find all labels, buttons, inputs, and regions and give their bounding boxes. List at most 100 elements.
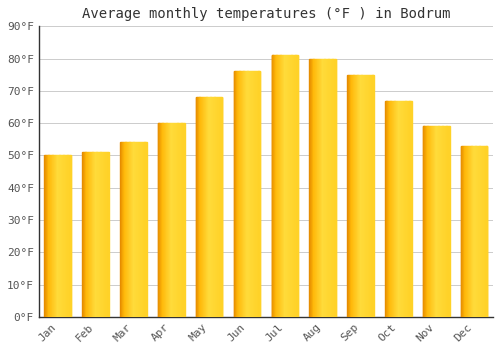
Bar [180, 123, 181, 317]
Bar [476, 146, 477, 317]
Bar [242, 71, 243, 317]
Bar [334, 58, 335, 317]
Bar [138, 142, 139, 317]
Bar [258, 71, 259, 317]
Bar [68, 155, 69, 317]
Bar [65, 155, 66, 317]
Bar [249, 71, 250, 317]
Bar [437, 126, 438, 317]
Bar [481, 146, 482, 317]
Bar [252, 71, 254, 317]
Bar [122, 142, 123, 317]
Bar [256, 71, 257, 317]
Bar [243, 71, 244, 317]
Bar [295, 55, 296, 317]
Bar [59, 155, 60, 317]
Bar [310, 58, 311, 317]
Bar [172, 123, 173, 317]
Bar [352, 75, 353, 317]
Bar [293, 55, 294, 317]
Bar [292, 55, 293, 317]
Bar [251, 71, 252, 317]
Bar [135, 142, 136, 317]
Bar [54, 155, 55, 317]
Bar [333, 58, 334, 317]
Bar [398, 100, 399, 317]
Bar [257, 71, 258, 317]
Bar [314, 58, 315, 317]
Bar [44, 155, 45, 317]
Bar [276, 55, 277, 317]
Bar [360, 75, 361, 317]
Bar [65, 155, 66, 317]
Bar [396, 100, 397, 317]
Bar [393, 100, 394, 317]
Bar [95, 152, 96, 317]
Bar [388, 100, 389, 317]
Bar [237, 71, 238, 317]
Bar [325, 58, 326, 317]
Bar [484, 146, 485, 317]
Bar [320, 58, 321, 317]
Bar [436, 126, 437, 317]
Bar [83, 152, 84, 317]
Bar [368, 75, 369, 317]
Bar [58, 155, 59, 317]
Bar [367, 75, 368, 317]
Bar [434, 126, 435, 317]
Bar [106, 152, 107, 317]
Bar [465, 146, 466, 317]
Bar [179, 123, 180, 317]
Bar [430, 126, 431, 317]
Bar [449, 126, 450, 317]
Bar [94, 152, 95, 317]
Bar [197, 97, 198, 317]
Bar [159, 123, 160, 317]
Bar [160, 123, 161, 317]
Bar [315, 58, 316, 317]
Bar [311, 58, 312, 317]
Bar [126, 142, 127, 317]
Bar [201, 97, 202, 317]
Bar [91, 152, 92, 317]
Bar [209, 97, 210, 317]
Bar [259, 71, 260, 317]
Bar [322, 58, 323, 317]
Bar [130, 142, 131, 317]
Bar [448, 126, 449, 317]
Bar [436, 126, 437, 317]
Bar [403, 100, 404, 317]
Bar [174, 123, 175, 317]
Bar [210, 97, 211, 317]
Bar [331, 58, 332, 317]
Bar [57, 155, 58, 317]
Bar [218, 97, 219, 317]
Bar [220, 97, 221, 317]
Bar [324, 58, 325, 317]
Bar [208, 97, 209, 317]
Bar [290, 55, 291, 317]
Bar [429, 126, 430, 317]
Bar [196, 97, 197, 317]
Bar [351, 75, 352, 317]
Bar [311, 58, 312, 317]
Bar [46, 155, 47, 317]
Bar [140, 142, 141, 317]
Bar [468, 146, 469, 317]
Bar [216, 97, 217, 317]
Bar [282, 55, 283, 317]
Bar [332, 58, 333, 317]
Bar [371, 75, 372, 317]
Bar [322, 58, 323, 317]
Bar [213, 97, 214, 317]
Bar [288, 55, 289, 317]
Bar [235, 71, 236, 317]
Bar [143, 142, 144, 317]
Bar [373, 75, 374, 317]
Bar [482, 146, 483, 317]
Bar [297, 55, 298, 317]
Bar [169, 123, 170, 317]
Bar [484, 146, 485, 317]
Bar [410, 100, 411, 317]
Bar [55, 155, 56, 317]
